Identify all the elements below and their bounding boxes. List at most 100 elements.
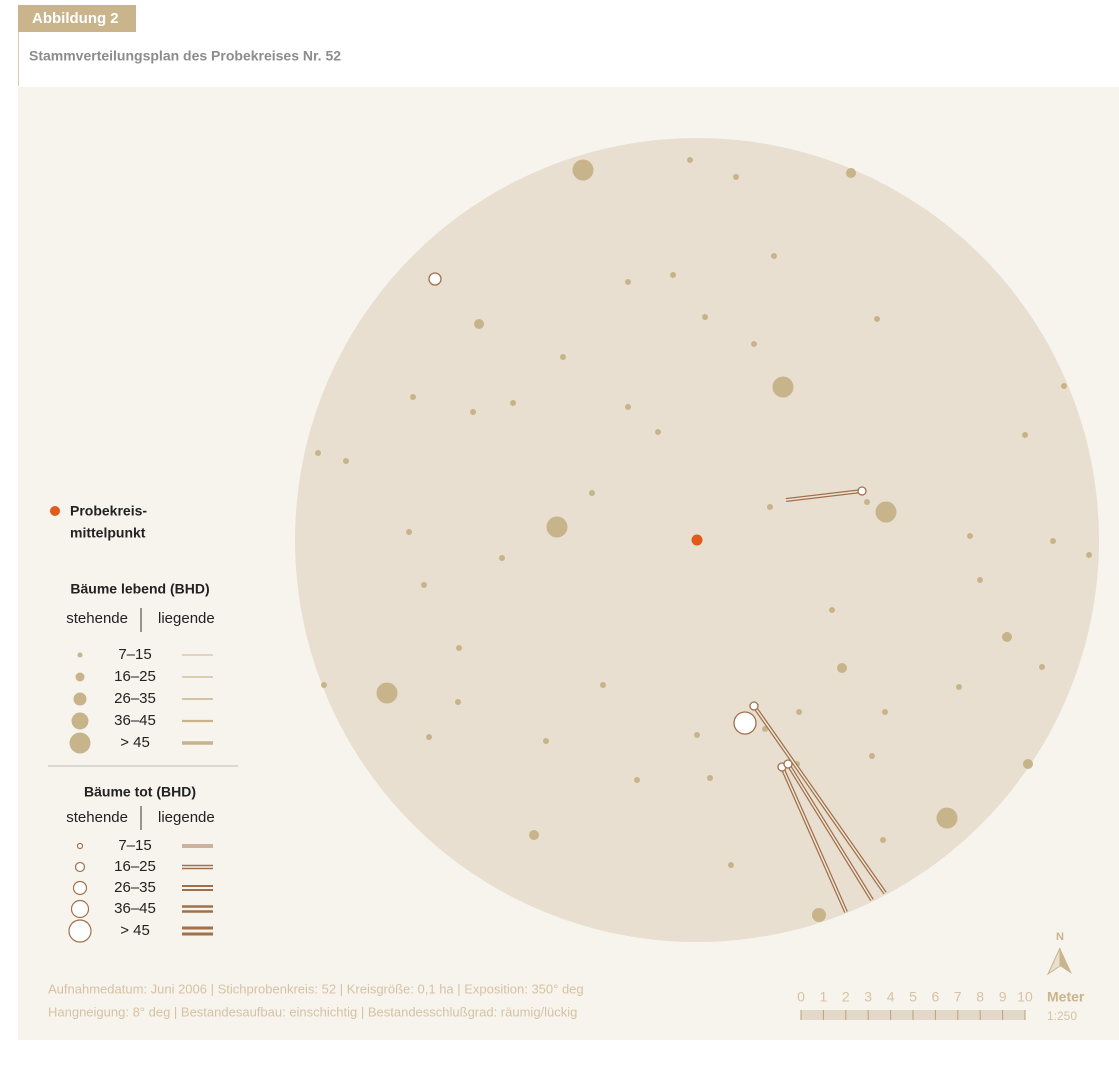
legend-symbol: [71, 712, 89, 730]
legend-col: liegende: [158, 809, 215, 826]
tree-living: [560, 354, 566, 360]
tree-living: [376, 682, 398, 704]
legend-symbol: [69, 732, 91, 754]
north-label: N: [1056, 931, 1064, 943]
tree-living: [936, 807, 958, 829]
tree-living: [456, 645, 462, 651]
tree-living: [589, 490, 595, 496]
scale-bar: 0 1 2 3 4 5 6 7 8 9 10: [797, 989, 1033, 1005]
footer-line: Aufnahmedatum: Juni 2006 | Stichprobenkr…: [48, 981, 584, 996]
tree-living: [977, 577, 983, 583]
legend-symbol: [74, 861, 86, 873]
tree-living: [625, 279, 631, 285]
tree-living: [1086, 552, 1092, 558]
legend-class: 7–15: [118, 646, 151, 663]
legend-class: 26–35: [114, 690, 156, 707]
legend-class: > 45: [120, 734, 150, 751]
tree-living: [634, 777, 640, 783]
tree-living: [796, 709, 802, 715]
tree-living: [455, 699, 461, 705]
tree-living: [707, 775, 713, 781]
tree-living: [321, 682, 327, 688]
tree-living: [702, 314, 708, 320]
scale-tick-label: 9: [999, 989, 1007, 1005]
legend-rows: 7–15 16–25 26–35 36–45 > 45 7–15 16–25 26–35 36–…: [68, 646, 213, 943]
tree-living: [410, 394, 416, 400]
legend-class: 36–45: [114, 712, 156, 729]
tree-living: [846, 168, 856, 178]
tree-dead: [428, 272, 442, 286]
scale-tick-label: 1: [820, 989, 828, 1005]
tree-living: [1050, 538, 1056, 544]
tree-living: [728, 862, 734, 868]
tree-living: [771, 253, 777, 259]
tree-living: [625, 404, 631, 410]
tree-living: [762, 726, 768, 732]
tree-living: [343, 458, 349, 464]
legend-col: stehende: [66, 610, 128, 627]
tree-living: [733, 174, 739, 180]
legend-class: 16–25: [114, 668, 156, 685]
tree-living: [1039, 664, 1045, 670]
tree-dead: [733, 711, 757, 735]
legend-symbol: [76, 842, 84, 850]
legend-symbol: [73, 692, 87, 706]
scale-tick-label: 3: [864, 989, 872, 1005]
legend-class: 36–45: [114, 900, 156, 917]
scale-tick-label: 4: [887, 989, 895, 1005]
legend-symbol: [77, 652, 83, 658]
tree-living: [882, 709, 888, 715]
tree-living: [529, 830, 539, 840]
legend-title: Bäume tot (BHD): [84, 784, 196, 800]
tree-living: [426, 734, 432, 740]
legend-class: 26–35: [114, 879, 156, 896]
scale-tick-label: 0: [797, 989, 805, 1005]
tree-living: [1061, 383, 1067, 389]
tree-living: [956, 684, 962, 690]
tree-living: [655, 429, 661, 435]
tree-dead: [749, 701, 759, 711]
tree-living: [499, 555, 505, 561]
legend-center: mittelpunkt: [70, 525, 146, 541]
tree-living: [406, 529, 412, 535]
center-point: [691, 534, 703, 546]
log-dead: [785, 490, 863, 501]
tree-living: [812, 908, 826, 922]
scale-tick-label: 7: [954, 989, 962, 1005]
tree-living: [880, 837, 886, 843]
tree-living: [829, 607, 835, 613]
legend-symbol: [68, 919, 92, 943]
tree-dead: [783, 759, 793, 769]
legend-symbol: [75, 672, 85, 682]
tree-living: [869, 753, 875, 759]
tree-living: [543, 738, 549, 744]
legend-center: Probekreis-: [70, 503, 147, 519]
tree-living: [572, 159, 594, 181]
tree-living: [421, 582, 427, 588]
scale-tick-label: 2: [842, 989, 850, 1005]
legend-col: stehende: [66, 809, 128, 826]
tree-living: [874, 316, 880, 322]
legend-col: liegende: [158, 610, 215, 627]
legend-symbol: [72, 880, 88, 896]
tree-living: [772, 376, 794, 398]
scale-tick-label: 6: [932, 989, 940, 1005]
tree-living: [837, 663, 847, 673]
tree-living: [474, 319, 484, 329]
tree-living: [315, 450, 321, 456]
log-dead: [753, 705, 886, 894]
log-dead: [781, 766, 847, 913]
header-tag: [18, 5, 136, 32]
legend-title: Bäume lebend (BHD): [70, 581, 209, 597]
scale-tick-label: 8: [976, 989, 984, 1005]
tree-living: [694, 732, 700, 738]
tree-living: [670, 272, 676, 278]
footer-line: Hangneigung: 8° deg | Bestandesaufbau: e…: [48, 1004, 577, 1019]
tree-living: [510, 400, 516, 406]
tree-living: [1023, 759, 1033, 769]
scale-tick-label: 10: [1017, 989, 1033, 1005]
tree-dead: [857, 486, 867, 496]
tree-living: [470, 409, 476, 415]
tree-living: [687, 157, 693, 163]
